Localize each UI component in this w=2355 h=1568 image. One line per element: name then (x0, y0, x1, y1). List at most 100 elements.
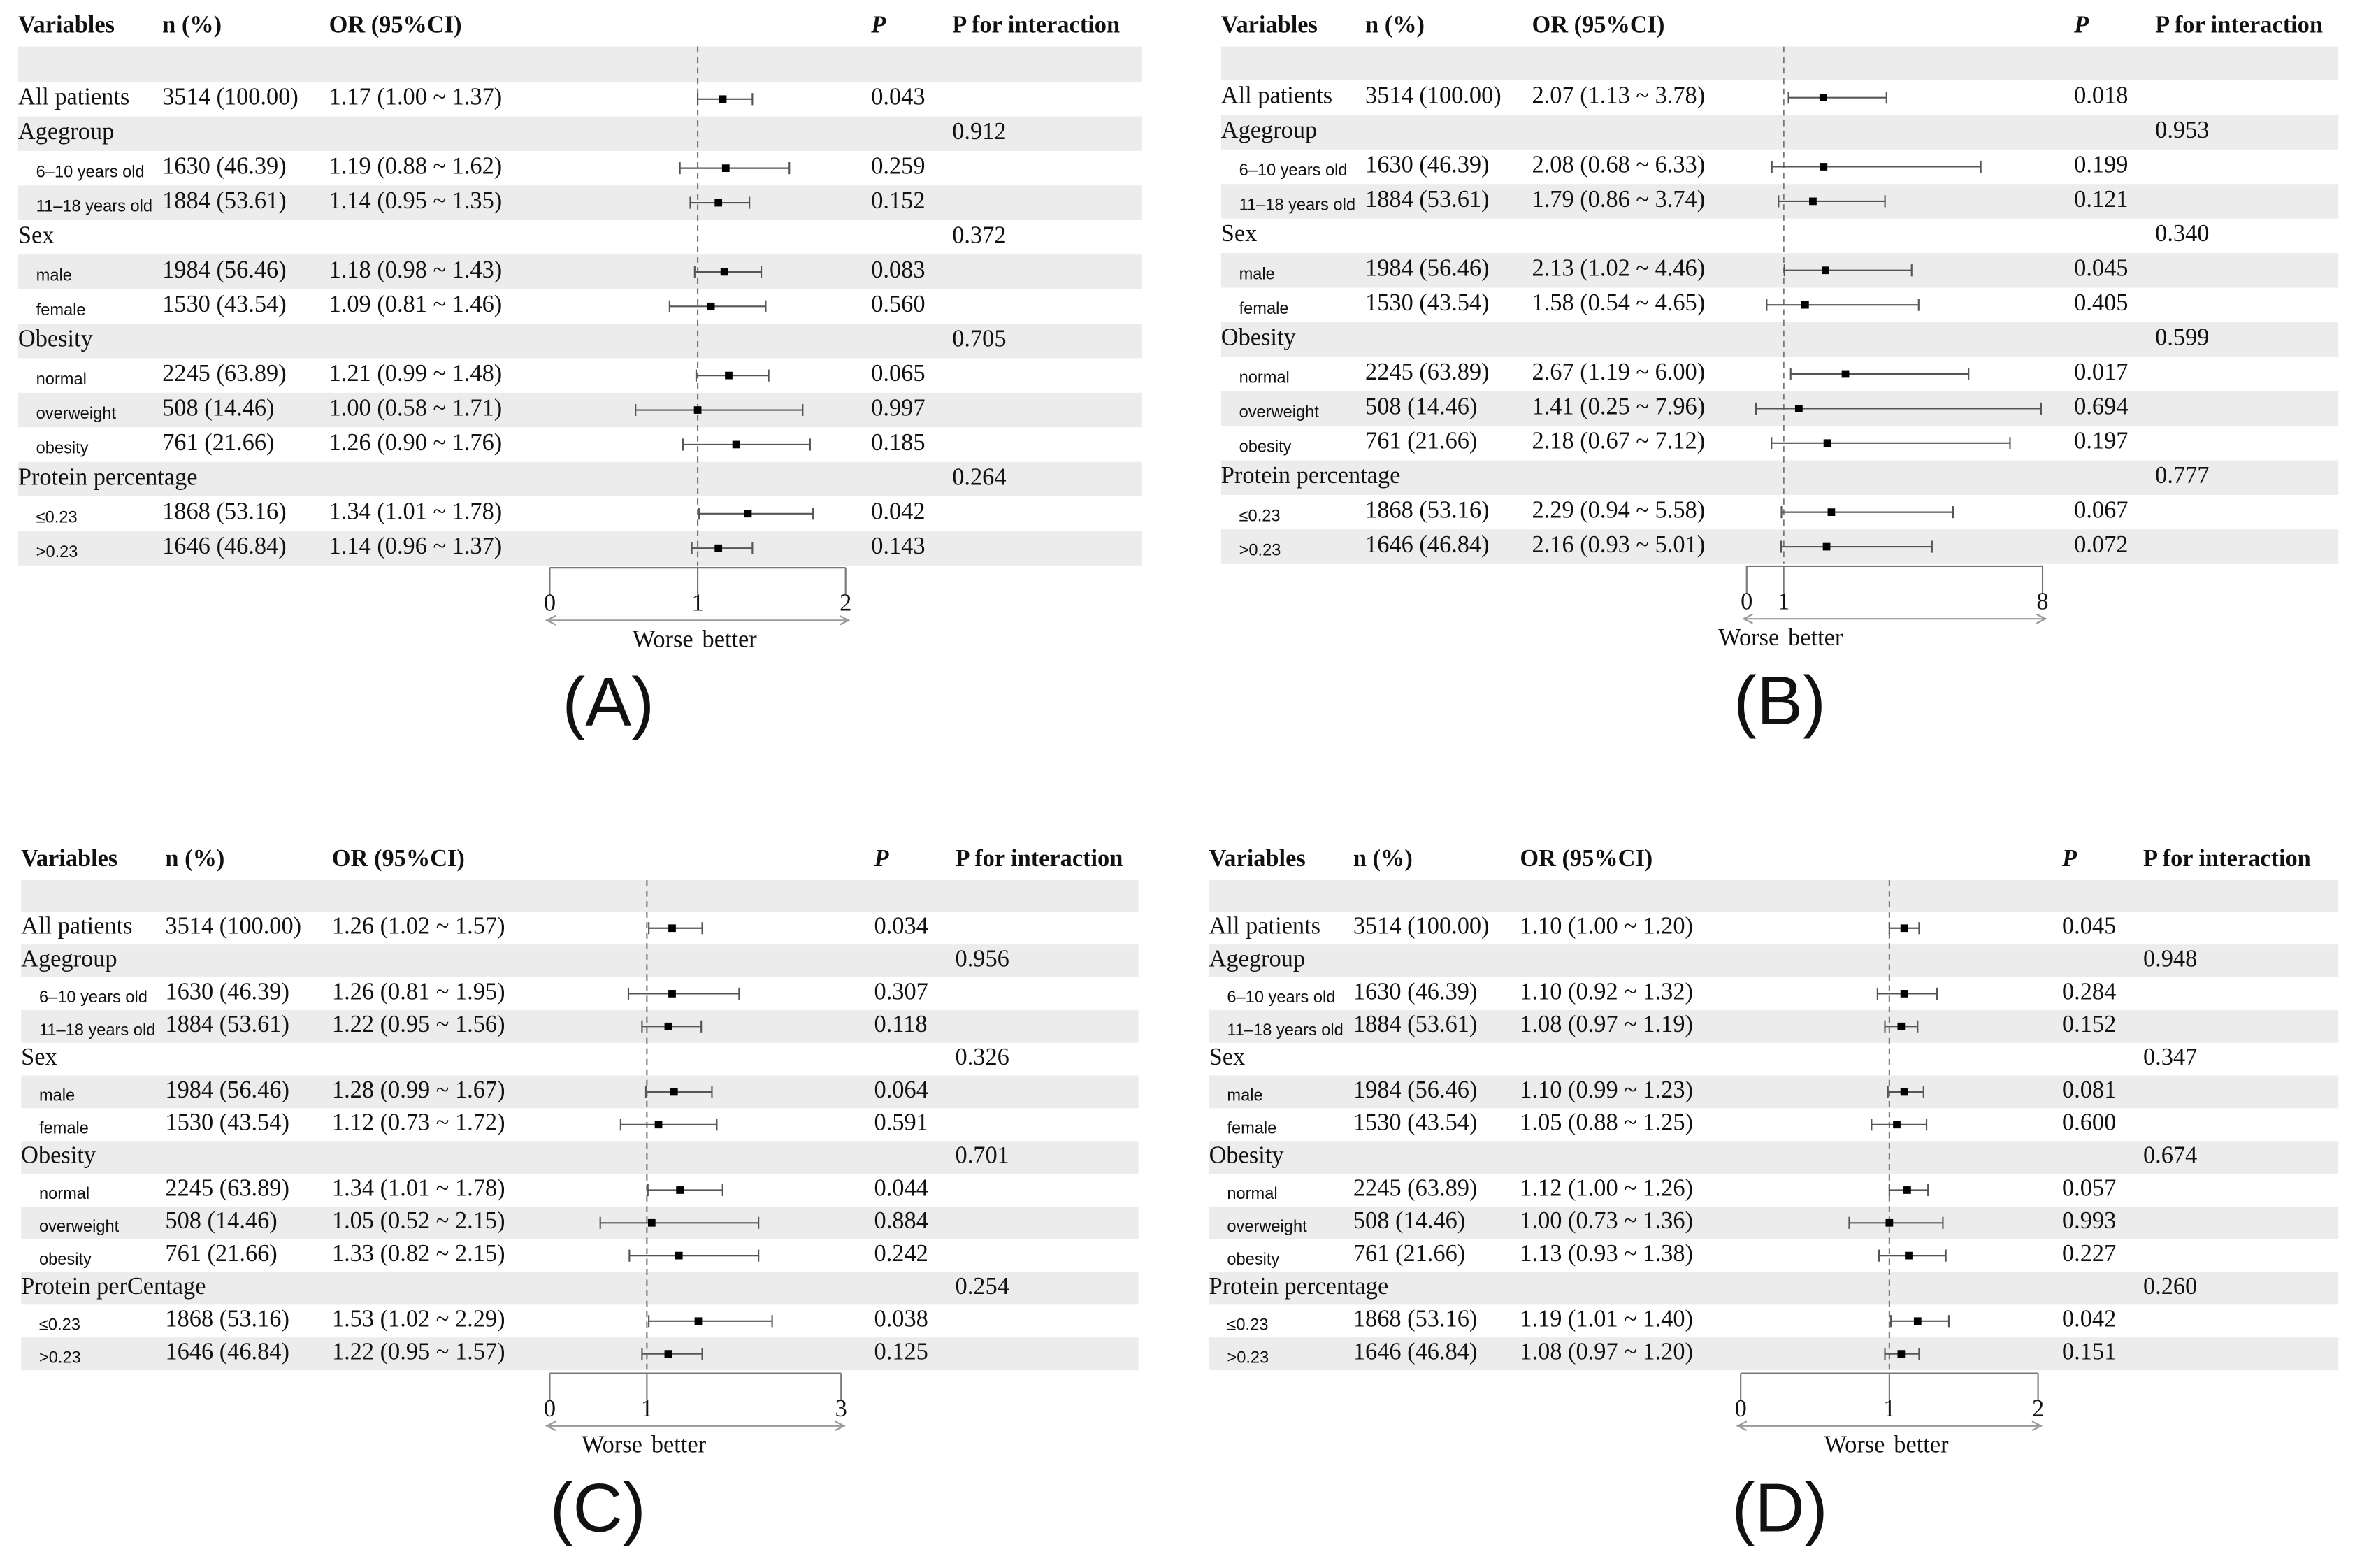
n-percent: 1630 (46.39) (1353, 978, 1478, 1005)
p-interaction: 0.956 (956, 945, 1009, 972)
row-label: obesity (1239, 438, 1292, 456)
column-header: n (%) (165, 845, 224, 872)
x-tick-label: 1 (691, 590, 703, 617)
arrow-head (545, 1420, 556, 1432)
arrow-head (545, 614, 556, 626)
row-band (1209, 944, 2339, 978)
row-band (17, 254, 1142, 289)
column-header: P (870, 12, 886, 38)
row-label: >0.23 (1227, 1348, 1269, 1367)
x-tick-label: 0 (1735, 1395, 1747, 1422)
p-value: 0.064 (874, 1077, 928, 1103)
direction-label: better (1788, 624, 1843, 651)
or-ci: 1.22 (0.95 ~ 1.57) (332, 1339, 505, 1365)
p-value: 0.044 (874, 1174, 928, 1201)
n-percent: 2245 (63.89) (1365, 359, 1490, 385)
x-tick-label: 2 (840, 590, 851, 617)
p-value: 0.018 (2074, 82, 2128, 109)
p-value: 0.884 (874, 1207, 928, 1234)
column-header: P (2061, 845, 2077, 872)
subgroup-label: Sex (18, 222, 55, 248)
row-band (1209, 1009, 2339, 1043)
direction-label: better (703, 626, 758, 652)
row-label: ≤0.23 (1227, 1316, 1268, 1334)
point-estimate (1822, 266, 1829, 275)
n-percent: 1530 (43.54) (1365, 289, 1490, 316)
p-value: 0.043 (871, 84, 925, 110)
row-band (21, 1141, 1139, 1174)
row-band (21, 1337, 1139, 1371)
row-label: >0.23 (36, 543, 78, 561)
row-band (17, 531, 1142, 566)
or-ci: 1.21 (0.99 ~ 1.48) (329, 360, 503, 387)
or-ci: 1.26 (0.81 ~ 1.95) (332, 978, 505, 1005)
n-percent: 1984 (56.46) (165, 1077, 289, 1103)
point-estimate (720, 268, 728, 276)
subgroup-label: Obesity (21, 1142, 96, 1168)
point-estimate (1897, 1022, 1906, 1030)
or-ci: 1.58 (0.54 ~ 4.65) (1532, 289, 1706, 316)
row-label: All patients (21, 913, 132, 940)
row-label: female (36, 301, 86, 319)
n-percent: 1984 (56.46) (1365, 255, 1490, 282)
p-interaction: 0.948 (2143, 945, 2197, 972)
direction-label: Worse (1824, 1432, 1885, 1458)
or-ci: 1.18 (0.98 ~ 1.43) (329, 257, 503, 283)
or-ci: 1.05 (0.88 ~ 1.25) (1520, 1109, 1693, 1136)
row-label: obesity (36, 440, 89, 458)
p-value: 0.121 (2074, 186, 2128, 213)
p-interaction: 0.912 (952, 118, 1006, 145)
or-ci: 1.10 (1.00 ~ 1.20) (1520, 913, 1693, 940)
n-percent: 761 (21.66) (1365, 428, 1477, 454)
row-label: normal (1227, 1185, 1277, 1203)
p-value: 0.307 (874, 978, 928, 1005)
point-estimate (1897, 1350, 1906, 1358)
row-label: 11–18 years old (1227, 1021, 1343, 1040)
subgroup-label: Obesity (1209, 1142, 1285, 1168)
or-ci: 1.26 (1.02 ~ 1.57) (332, 913, 505, 940)
row-band (1209, 1206, 2339, 1239)
arrow-head (1736, 1420, 1748, 1432)
p-value: 0.560 (871, 291, 925, 317)
row-band (1220, 529, 2339, 564)
header-band (17, 46, 1142, 82)
column-header: P (874, 845, 890, 872)
header-band (21, 880, 1139, 912)
subgroup-label: Obesity (18, 326, 94, 352)
row-band (1220, 115, 2339, 150)
or-ci: 1.33 (0.82 ~ 2.15) (332, 1240, 505, 1267)
p-value: 0.197 (2074, 428, 2128, 454)
or-ci: 1.05 (0.52 ~ 2.15) (332, 1207, 505, 1234)
n-percent: 3514 (100.00) (162, 84, 298, 110)
p-interaction: 0.254 (956, 1273, 1009, 1300)
p-value: 0.038 (874, 1306, 928, 1332)
p-value: 0.065 (871, 360, 925, 387)
column-header: P for interaction (2155, 12, 2323, 38)
point-estimate (664, 1350, 672, 1358)
or-ci: 1.17 (1.00 ~ 1.37) (329, 84, 503, 110)
or-ci: 2.67 (1.19 ~ 6.00) (1532, 359, 1706, 385)
point-estimate (1820, 163, 1828, 171)
or-ci: 2.13 (1.02 ~ 4.46) (1532, 255, 1706, 282)
point-estimate (668, 990, 676, 998)
or-ci: 1.26 (0.90 ~ 1.76) (329, 429, 503, 456)
p-value: 0.125 (874, 1339, 928, 1365)
n-percent: 761 (21.66) (162, 429, 274, 456)
arrow-head (835, 1420, 846, 1432)
column-header: OR (95%CI) (329, 12, 462, 38)
or-ci: 1.22 (0.95 ~ 1.56) (332, 1011, 505, 1037)
or-ci: 1.08 (0.97 ~ 1.20) (1520, 1339, 1693, 1365)
x-tick-label: 2 (2032, 1395, 2044, 1422)
point-estimate (654, 1121, 663, 1129)
or-ci: 1.10 (0.99 ~ 1.23) (1520, 1077, 1693, 1103)
subgroup-label: Sex (1221, 220, 1258, 247)
n-percent: 1530 (43.54) (1353, 1109, 1478, 1136)
point-estimate (694, 1317, 703, 1325)
column-header: OR (95%CI) (332, 845, 465, 872)
p-value: 0.405 (2074, 289, 2128, 316)
or-ci: 1.79 (0.86 ~ 3.74) (1532, 186, 1706, 213)
or-ci: 1.41 (0.25 ~ 7.96) (1532, 393, 1706, 419)
row-label: overweight (39, 1218, 120, 1236)
